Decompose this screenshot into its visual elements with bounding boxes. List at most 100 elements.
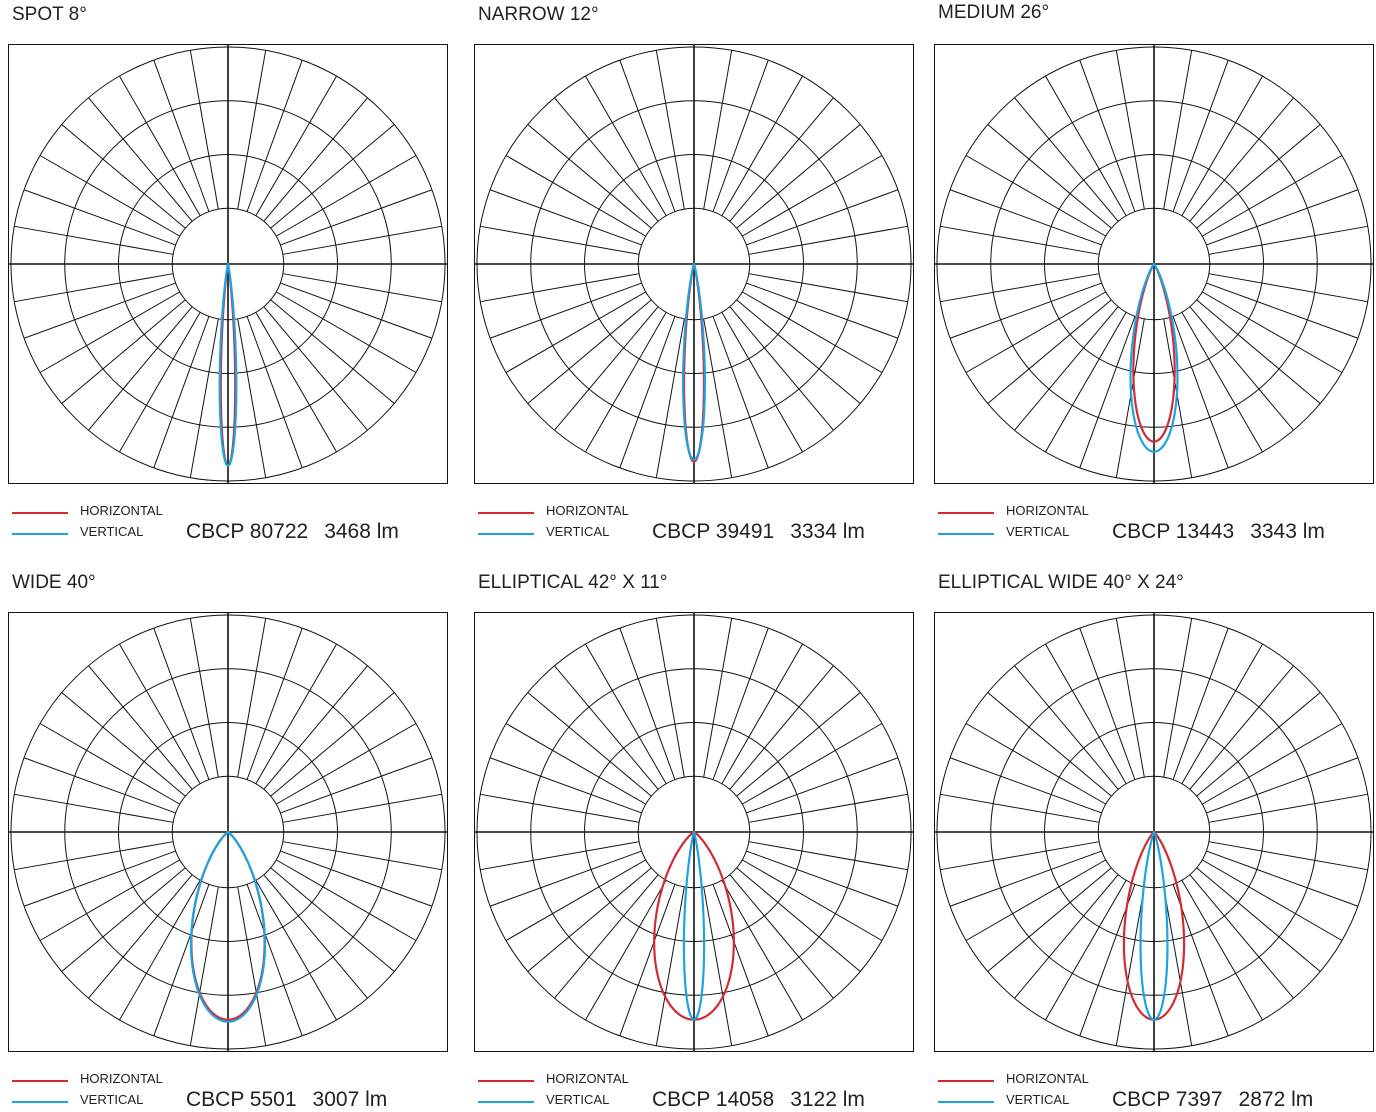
- grid-spoke: [527, 867, 652, 972]
- photometric-stats: CBCP 39491 3334 lm: [652, 520, 865, 544]
- grid-spoke: [729, 306, 834, 431]
- grid-spoke: [655, 886, 685, 1046]
- grid-spoke: [505, 291, 646, 373]
- polar-grid: [475, 45, 913, 483]
- cbcp-value: CBCP 39491: [652, 520, 775, 543]
- grid-spoke: [1172, 627, 1229, 780]
- grid-spoke: [153, 884, 210, 1037]
- grid-spoke: [255, 75, 337, 216]
- polar-chart: [8, 44, 448, 484]
- series-curve-vertical: [1129, 262, 1179, 453]
- grid-spoke: [655, 318, 685, 478]
- grid-spoke: [153, 627, 210, 780]
- lumens-value: 3468 lm: [324, 520, 399, 543]
- grid-spoke: [1202, 291, 1343, 373]
- grid-spoke: [949, 757, 1102, 814]
- grid-spoke: [255, 880, 337, 1021]
- grid-spoke: [712, 884, 769, 1037]
- grid-spoke: [480, 793, 640, 823]
- grid-spoke: [1163, 618, 1193, 778]
- chart-legend: HORIZONTAL VERTICAL: [478, 500, 678, 540]
- grid-spoke: [965, 723, 1106, 805]
- legend-label-horizontal: HORIZONTAL: [1006, 1071, 1089, 1086]
- grid-spoke: [619, 627, 676, 780]
- grid-spoke: [88, 874, 193, 999]
- polar-grid: [9, 45, 447, 483]
- grid-spoke: [965, 155, 1106, 237]
- polar-grid: [935, 613, 1373, 1051]
- grid-spoke: [280, 757, 433, 814]
- chart-legend: HORIZONTAL VERTICAL: [12, 1068, 212, 1108]
- cbcp-value: CBCP 5501: [186, 1088, 297, 1111]
- grid-spoke: [270, 692, 395, 797]
- grid-spoke: [153, 316, 210, 469]
- grid-spoke: [619, 59, 676, 212]
- grid-spoke: [505, 155, 646, 237]
- grid-spoke: [263, 97, 368, 222]
- cbcp-value: CBCP 13443: [1112, 520, 1235, 543]
- grid-spoke: [14, 841, 174, 871]
- grid-spoke: [23, 189, 176, 246]
- grid-spoke: [189, 618, 219, 778]
- grid-spoke: [88, 306, 193, 431]
- legend-label-vertical: VERTICAL: [1006, 524, 1070, 539]
- grid-spoke: [489, 189, 642, 246]
- polar-chart-svg: [475, 613, 913, 1051]
- grid-spoke: [489, 850, 642, 907]
- grid-spoke: [1045, 75, 1127, 216]
- photometric-stats: CBCP 80722 3468 lm: [186, 520, 399, 544]
- grid-spoke: [480, 225, 640, 255]
- polar-chart: [474, 612, 914, 1052]
- grid-spoke: [1079, 627, 1136, 780]
- grid-spoke: [949, 282, 1102, 339]
- grid-spoke: [1196, 299, 1321, 404]
- grid-spoke: [619, 316, 676, 469]
- grid-spoke: [39, 155, 180, 237]
- grid-spoke: [276, 859, 417, 941]
- polar-chart: [474, 44, 914, 484]
- grid-spoke: [1115, 886, 1145, 1046]
- grid-spoke: [965, 291, 1106, 373]
- series-curve-vertical: [682, 830, 706, 1021]
- legend-label-horizontal: HORIZONTAL: [546, 503, 629, 518]
- polar-grid: [935, 45, 1373, 483]
- grid-spoke: [729, 97, 834, 222]
- grid-spoke: [940, 225, 1100, 255]
- polar-chart: [934, 44, 1374, 484]
- grid-spoke: [189, 50, 219, 210]
- grid-spoke: [255, 312, 337, 453]
- legend-label-vertical: VERTICAL: [1006, 1092, 1070, 1107]
- grid-spoke: [748, 841, 908, 871]
- grid-spoke: [14, 793, 174, 823]
- grid-spoke: [23, 850, 176, 907]
- grid-spoke: [736, 867, 861, 972]
- grid-spoke: [712, 316, 769, 469]
- grid-spoke: [263, 874, 368, 999]
- grid-spoke: [1163, 50, 1193, 210]
- grid-spoke: [276, 723, 417, 805]
- legend-label-horizontal: HORIZONTAL: [1006, 503, 1089, 518]
- grid-spoke: [742, 859, 883, 941]
- grid-spoke: [1208, 841, 1368, 871]
- grid-spoke: [712, 59, 769, 212]
- polar-grid: [475, 613, 913, 1051]
- legend-swatch-horizontal: [12, 512, 68, 514]
- grid-spoke: [39, 291, 180, 373]
- grid-spoke: [489, 282, 642, 339]
- grid-spoke: [721, 643, 803, 784]
- chart-legend: HORIZONTAL VERTICAL: [12, 500, 212, 540]
- grid-spoke: [1181, 75, 1263, 216]
- grid-spoke: [721, 75, 803, 216]
- grid-spoke: [39, 723, 180, 805]
- grid-spoke: [480, 273, 640, 303]
- grid-spoke: [1181, 643, 1263, 784]
- panel-title: ELLIPTICAL WIDE 40° X 24°: [938, 572, 1184, 593]
- grid-spoke: [1206, 282, 1359, 339]
- photometric-stats: CBCP 14058 3122 lm: [652, 1088, 865, 1112]
- grid-spoke: [1208, 793, 1368, 823]
- grid-spoke: [527, 692, 652, 797]
- grid-spoke: [1202, 859, 1343, 941]
- photometric-stats: CBCP 7397 2872 lm: [1112, 1088, 1313, 1112]
- grid-spoke: [987, 692, 1112, 797]
- grid-spoke: [1115, 618, 1145, 778]
